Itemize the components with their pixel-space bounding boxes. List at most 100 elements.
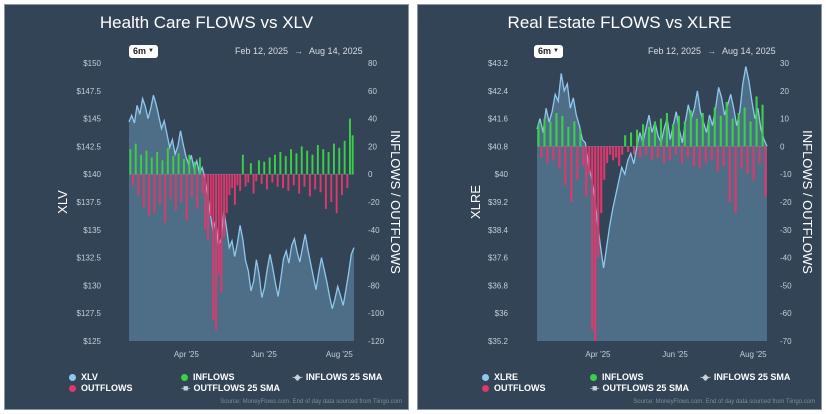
outflow-bar	[228, 174, 231, 196]
left-axis-tick: $36.8	[488, 281, 509, 290]
line-marker-icon: -◆-	[700, 372, 711, 382]
right-axis-tick: 60	[368, 87, 377, 96]
line-marker-icon: -◆-	[292, 372, 303, 382]
inflow-bar	[279, 152, 282, 175]
inflow-bar	[295, 153, 298, 175]
left-axis-tick: $127.5	[77, 309, 102, 318]
inflow-bar	[707, 121, 710, 147]
outflow-bar	[734, 146, 737, 214]
right-axis-tick: -40	[780, 254, 792, 263]
range-dropdown[interactable]: 6m ▼	[129, 45, 158, 59]
legend-inflows-sma[interactable]: -◆- INFLOWS 25 SMA	[292, 372, 382, 382]
flows-chart: $150 $147.5 $145 $142.5 $140 $137.5 $135 $132.5…	[55, 59, 403, 359]
inflow-bar	[665, 113, 668, 147]
x-axis-tick: Jun '25	[251, 350, 277, 359]
inflow-bar	[567, 126, 570, 147]
inflow-bar	[624, 135, 627, 147]
legend-price[interactable]: XLRE	[482, 372, 518, 382]
outflow-bar	[686, 146, 689, 158]
inflow-bar	[343, 140, 346, 175]
left-axis-tick: $39.2	[488, 198, 509, 207]
x-axis-tick: Apr '25	[585, 350, 611, 359]
outflow-bar	[591, 146, 594, 330]
left-axis-tick: $132.5	[77, 254, 102, 263]
price-line	[128, 95, 355, 309]
right-axis-tick: 10	[780, 115, 789, 124]
date-range[interactable]: Feb 12, 2025 → Aug 14, 2025	[648, 46, 776, 56]
legend-inflows-label: INFLOWS	[193, 372, 235, 382]
legend-outflows-label: OUTFLOWS	[81, 383, 133, 393]
left-axis-tick: $41.6	[488, 115, 509, 124]
price-area	[537, 66, 767, 341]
date-end: Aug 14, 2025	[722, 46, 776, 56]
y-axis-title: XLRE	[468, 185, 483, 219]
outflow-bar	[223, 174, 226, 237]
outflow-bar	[191, 174, 193, 198]
inflow-bar	[683, 121, 686, 147]
inflow-bar	[731, 118, 734, 147]
inflow-bar	[351, 135, 354, 175]
inflow-bar	[316, 145, 319, 175]
inflow-bar	[129, 149, 132, 175]
outflow-bar	[233, 174, 236, 205]
circle-icon	[482, 385, 489, 392]
source-note: Source: MoneyFlows.com. End of day data …	[220, 399, 402, 405]
left-axis-tick: $145	[83, 115, 101, 124]
legend-outflows[interactable]: OUTFLOWS	[69, 383, 133, 393]
inflow-bar	[333, 143, 335, 175]
inflow-bar	[719, 115, 722, 147]
left-axis-tick: $147.5	[77, 87, 102, 96]
outflow-bar	[662, 146, 665, 164]
line-marker-icon: -■-	[590, 383, 599, 393]
legend-price[interactable]: XLV	[69, 372, 98, 382]
x-axis-tick: Jun '25	[662, 350, 688, 359]
inflow-bar	[140, 154, 142, 175]
inflow-bar	[555, 113, 558, 147]
outflow-bar	[207, 174, 209, 241]
right-axis-tick: -20	[368, 198, 380, 207]
inflow-bar	[268, 157, 271, 175]
outflow-bar	[287, 174, 290, 191]
inflow-bar	[543, 118, 546, 147]
outflow-bar	[698, 146, 701, 169]
chart-title: Health Care FLOWS vs XLV	[99, 13, 314, 32]
outflow-bar	[627, 146, 630, 152]
legend-inflows[interactable]: INFLOWS	[181, 372, 235, 382]
date-range[interactable]: Feb 12, 2025 → Aug 14, 2025	[235, 46, 363, 56]
inflow-bar	[737, 113, 740, 147]
outflow-bar	[303, 174, 306, 187]
outflow-bar	[204, 174, 207, 230]
right-axis-tick: -20	[780, 198, 792, 207]
inflow-bar	[156, 152, 159, 175]
left-axis-tick: $40.8	[488, 142, 509, 151]
outflow-bar	[266, 174, 268, 190]
outflow-bar	[674, 146, 677, 155]
arrow-right-icon: →	[707, 46, 717, 56]
legend-inflows-sma[interactable]: -◆- INFLOWS 25 SMA	[700, 372, 790, 382]
y-axis-title: XLV	[55, 190, 70, 214]
outflow-bar	[308, 174, 311, 197]
outflow-bar	[576, 146, 579, 180]
inflow-bar	[258, 160, 260, 175]
range-value: 6m	[133, 46, 147, 56]
legend-outflows[interactable]: OUTFLOWS	[482, 383, 546, 393]
right-axis-tick: -80	[368, 281, 380, 290]
outflow-bar	[215, 174, 217, 330]
circle-icon	[181, 374, 188, 381]
legend-inflows[interactable]: INFLOWS	[590, 372, 644, 382]
inflow-bar	[193, 161, 196, 175]
range-value: 6m	[538, 46, 552, 56]
outflow-bar	[552, 146, 555, 161]
right-axis-title: INFLOWS / OUTFLOWS	[388, 130, 403, 274]
outflow-bar	[728, 146, 731, 202]
outflow-bar	[651, 146, 654, 161]
inflow-bar	[274, 154, 276, 175]
chart-title: Real Estate FLOWS vs XLRE	[507, 13, 732, 32]
legend-outflows-sma[interactable]: -■- OUTFLOWS 25 SMA	[590, 383, 689, 393]
outflow-bar	[153, 174, 156, 214]
legend-outflows-sma[interactable]: -■- OUTFLOWS 25 SMA	[181, 383, 280, 393]
inflow-bar	[653, 121, 656, 147]
outflow-bar	[722, 146, 725, 166]
range-dropdown[interactable]: 6m ▼	[534, 45, 563, 59]
inflow-bar	[150, 157, 153, 175]
